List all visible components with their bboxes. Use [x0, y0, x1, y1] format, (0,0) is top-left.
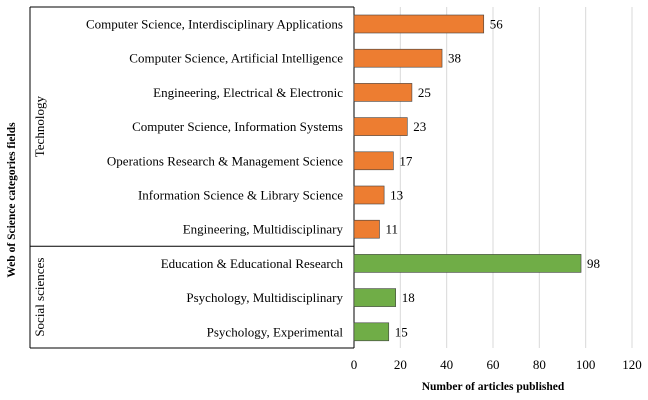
x-tick-label: 0: [351, 357, 358, 372]
group-labels: Technology Social sciences: [32, 96, 47, 337]
category-label: Psychology, Experimental: [207, 324, 344, 339]
bar: [353, 83, 413, 102]
category-label: Information Science & Library Science: [138, 188, 343, 203]
x-tick-label: 60: [487, 357, 500, 372]
bar: [353, 151, 394, 171]
bar: [353, 254, 582, 273]
category-label: Psychology, Multidisciplinary: [186, 290, 343, 305]
data-label: 18: [402, 290, 415, 305]
data-label: 23: [413, 119, 426, 134]
bar: [353, 219, 380, 239]
data-label: 25: [418, 85, 431, 100]
bar: [353, 322, 390, 342]
category-label: Computer Science, Information Systems: [132, 119, 343, 134]
data-label: 17: [399, 153, 413, 168]
bar: [353, 117, 408, 136]
bar: [353, 48, 443, 68]
bar: [353, 14, 485, 34]
bars: [353, 14, 582, 342]
gridlines: [399, 7, 633, 348]
category-label: Engineering, Electrical & Electronic: [153, 85, 343, 100]
y-axis-title: Web of Science categories fields: [6, 122, 18, 278]
data-label: 15: [395, 324, 408, 339]
category-label: Operations Research & Management Science: [107, 153, 343, 168]
category-label: Engineering, Multidisciplinary: [183, 222, 344, 237]
bar: [353, 185, 385, 205]
group-label: Social sciences: [32, 258, 47, 337]
x-tick-label: 40: [440, 357, 453, 372]
x-tick-labels: 0 20 40 60 80 100 120: [351, 357, 642, 372]
group-label: Technology: [32, 96, 47, 158]
x-tick-label: 100: [576, 357, 596, 372]
x-tick-label: 120: [622, 357, 642, 372]
data-label: 13: [390, 188, 403, 203]
category-label: Computer Science, Artificial Intelligenc…: [129, 51, 343, 66]
data-label: 98: [587, 256, 600, 271]
category-labels: Computer Science, Interdisciplinary Appl…: [86, 17, 344, 340]
data-label: 38: [448, 51, 461, 66]
data-label: 11: [385, 222, 398, 237]
bar: [353, 288, 397, 307]
data-label: 56: [490, 17, 504, 32]
value-labels: 56 38 25 23 17 13 11 98 18 15: [385, 17, 600, 340]
x-tick-label: 20: [394, 357, 407, 372]
category-label: Computer Science, Interdisciplinary Appl…: [86, 17, 343, 32]
x-tick-label: 80: [533, 357, 546, 372]
category-label: Education & Educational Research: [161, 256, 344, 271]
x-axis-title: Number of articles published: [422, 381, 565, 393]
